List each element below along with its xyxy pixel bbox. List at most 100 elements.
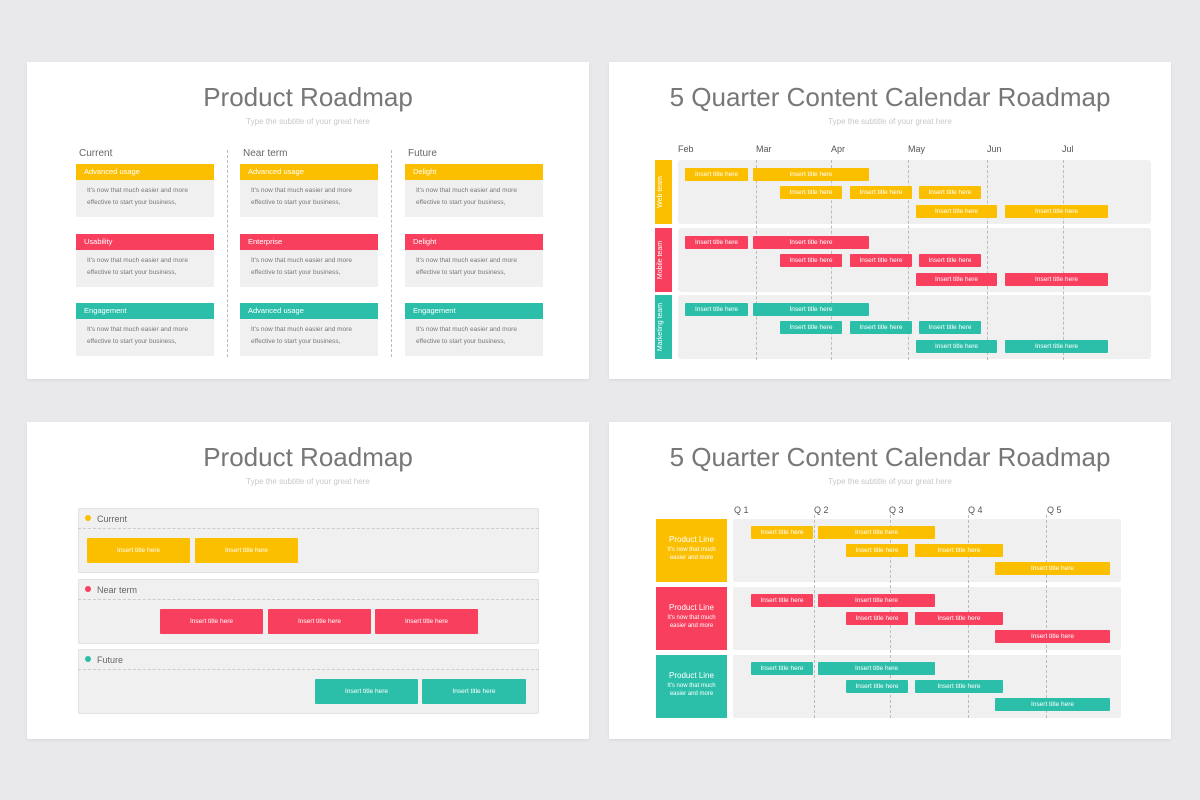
bar: Insert title here — [915, 612, 1003, 625]
bar: Insert title here — [751, 594, 813, 607]
month-label: Jun — [987, 144, 1002, 154]
bar: Insert title here — [995, 562, 1110, 575]
card-label: Delight — [405, 234, 543, 250]
dashed-line — [391, 150, 392, 357]
dashed-line — [814, 515, 815, 718]
lane-dot — [85, 515, 91, 521]
slide-subtitle: Type the subtitle of your great here — [246, 477, 370, 486]
bar: Insert title here — [846, 544, 908, 557]
bar: Insert title here — [160, 609, 263, 634]
slide-subtitle: Type the subtitle of your great here — [246, 117, 370, 126]
quarter-label: Q 2 — [814, 505, 829, 515]
card-text: It's now that much easier and more effec… — [240, 180, 378, 217]
bar: Insert title here — [818, 526, 935, 539]
slide-subtitle: Type the subtitle of your great here — [828, 477, 952, 486]
card-label: Advanced usage — [240, 303, 378, 319]
card-text: It's now that much easier and more effec… — [240, 250, 378, 287]
team-tab — [655, 228, 672, 292]
bar: Insert title here — [685, 236, 748, 249]
card-text: It's now that much easier and more effec… — [405, 180, 543, 217]
column-heading: Near term — [243, 148, 288, 159]
card-label: Delight — [405, 164, 543, 180]
slide-title: 5 Quarter Content Calendar Roadmap — [669, 82, 1111, 112]
bar: Insert title here — [818, 662, 935, 675]
bar: Insert title here — [685, 303, 748, 316]
bar: Insert title here — [375, 609, 478, 634]
month-label: Jul — [1062, 144, 1074, 154]
bar: Insert title here — [919, 254, 981, 267]
column-heading: Future — [408, 148, 437, 159]
dashed-line — [987, 160, 988, 360]
row-title: Product Line — [669, 535, 714, 544]
bar: Insert title here — [753, 168, 869, 181]
bar: Insert title here — [1005, 205, 1108, 218]
card-label: Engagement — [76, 303, 214, 319]
lane-name: Near term — [97, 585, 138, 595]
bar: Insert title here — [850, 186, 912, 199]
bar: Insert title here — [995, 630, 1110, 643]
dashed-line — [1063, 160, 1064, 360]
bar: Insert title here — [915, 544, 1003, 557]
bar: Insert title here — [916, 340, 997, 353]
team-name: Web team — [657, 176, 664, 208]
card-text: It's now that much easier and more effec… — [76, 250, 214, 287]
dashed-line — [227, 150, 228, 357]
quarter-label: Q 5 — [1047, 505, 1062, 515]
column-heading: Current — [79, 148, 113, 159]
bar: Insert title here — [753, 303, 869, 316]
slide-title: 5 Quarter Content Calendar Roadmap — [669, 442, 1111, 472]
slide-title: Product Roadmap — [203, 442, 413, 472]
month-label: May — [908, 144, 926, 154]
bar: Insert title here — [916, 205, 997, 218]
row-text: It's now that much easier and more — [667, 547, 716, 561]
bar: Insert title here — [846, 612, 908, 625]
card-label: Usability — [76, 234, 214, 250]
lane-dot — [85, 656, 91, 662]
card-label: Advanced usage — [240, 164, 378, 180]
bar: Insert title here — [753, 236, 869, 249]
row-text: It's now that much easier and more — [667, 615, 716, 629]
row-text: It's now that much easier and more — [667, 683, 716, 697]
month-label: Mar — [756, 144, 772, 154]
slide-title: Product Roadmap — [203, 82, 413, 112]
quarter-label: Q 4 — [968, 505, 983, 515]
bar: Insert title here — [916, 273, 997, 286]
card-label: Engagement — [405, 303, 543, 319]
team-tab — [655, 160, 672, 224]
bar: Insert title here — [685, 168, 748, 181]
month-label: Apr — [831, 144, 846, 154]
row-box — [656, 587, 727, 650]
bar: Insert title here — [919, 186, 981, 199]
month-label: Feb — [678, 144, 694, 154]
lane-divider — [78, 528, 539, 529]
bar: Insert title here — [87, 538, 190, 563]
bar: Insert title here — [850, 254, 912, 267]
bar: Insert title here — [850, 321, 912, 334]
card-label: Enterprise — [240, 234, 378, 250]
bar: Insert title here — [315, 679, 418, 704]
lane-dot — [85, 586, 91, 592]
row-box — [656, 655, 727, 718]
team-tab — [655, 295, 672, 359]
bar: Insert title here — [995, 698, 1110, 711]
bar: Insert title here — [1005, 273, 1108, 286]
bar: Insert title here — [780, 186, 842, 199]
card-text: It's now that much easier and more effec… — [76, 180, 214, 217]
lane-name: Future — [97, 655, 124, 665]
card-label: Advanced usage — [76, 164, 214, 180]
dashed-line — [756, 160, 757, 360]
slide-subtitle: Type the subtitle of your great here — [828, 117, 952, 126]
bar: Insert title here — [422, 679, 526, 704]
dashed-line — [1046, 515, 1047, 718]
lane-divider — [78, 669, 539, 670]
lane-divider — [78, 599, 539, 600]
bar: Insert title here — [195, 538, 298, 563]
row-box — [656, 519, 727, 582]
card-text: It's now that much easier and more effec… — [76, 319, 214, 356]
bar: Insert title here — [780, 321, 842, 334]
bar: Insert title here — [268, 609, 371, 634]
card-text: It's now that much easier and more effec… — [240, 319, 378, 356]
bar: Insert title here — [1005, 340, 1108, 353]
quarter-label: Q 1 — [734, 505, 749, 515]
